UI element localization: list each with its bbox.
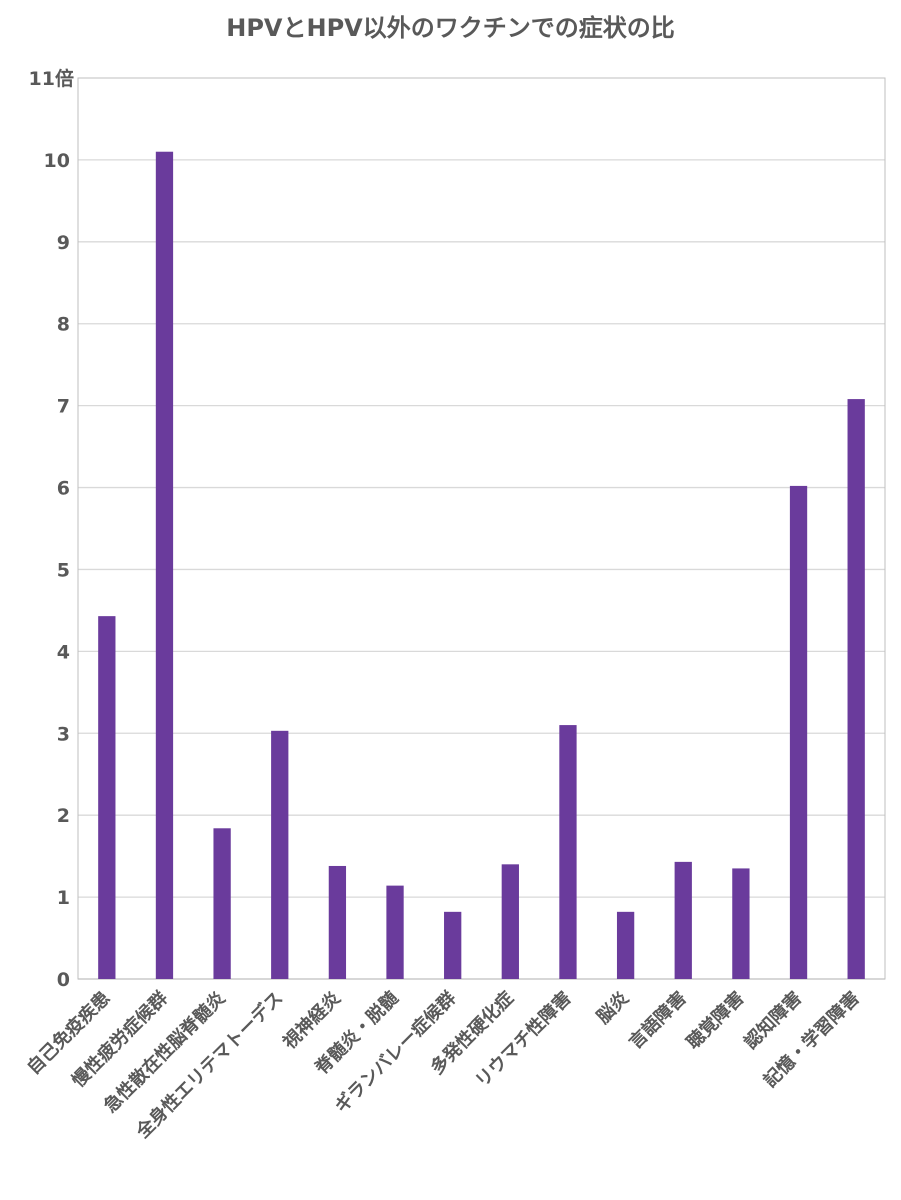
y-tick-label: 5 [57,559,70,581]
bars [98,151,865,980]
y-tick-label: 7 [57,396,70,418]
y-tick-label: 3 [57,723,70,745]
bar [616,911,635,979]
y-tick-label: 0 [57,969,70,991]
x-tick-label: リウマチ性障害 [471,987,576,1092]
y-tick-label: 9 [57,232,70,254]
x-tick-label: 聴覚障害 [682,987,748,1053]
x-tick-label: 記憶・学習障害 [759,987,864,1092]
bar [559,725,577,979]
y-tick-label: 2 [57,805,70,827]
y-tick-label: 11倍 [29,67,74,90]
y-tick-label: 8 [57,314,70,336]
bar [847,399,865,980]
bar [98,616,116,979]
bar [328,865,347,979]
plot-frame [77,77,886,980]
y-tick-label: 10 [44,150,70,172]
bar [789,485,808,979]
bar [213,828,231,979]
gridlines [78,159,885,980]
y-tick-label: 1 [57,887,70,909]
x-tick-label: 言語障害 [624,987,690,1053]
y-tick-label: 6 [57,478,70,500]
x-axis-labels: 自己免疫疾患慢性疲労症候群急性散在性脳脊髄炎全身性エリテマトーデス視神経炎脊髄炎… [22,986,863,1143]
bar [386,885,404,979]
bar [444,911,462,979]
x-tick-label: 慢性疲労症候群 [67,987,172,1092]
x-tick-label: 脳炎 [593,988,633,1028]
bar [732,868,750,979]
y-axis-ticks: 0 1 2 3 4 5 6 7 8 9 10 11倍 [29,67,74,991]
chart-title: HPVとHPV以外のワクチンでの症状の比 [226,14,675,42]
bar [674,861,692,979]
bar [155,151,174,979]
bar [271,730,289,979]
bar [501,864,519,979]
y-tick-label: 4 [57,641,70,663]
